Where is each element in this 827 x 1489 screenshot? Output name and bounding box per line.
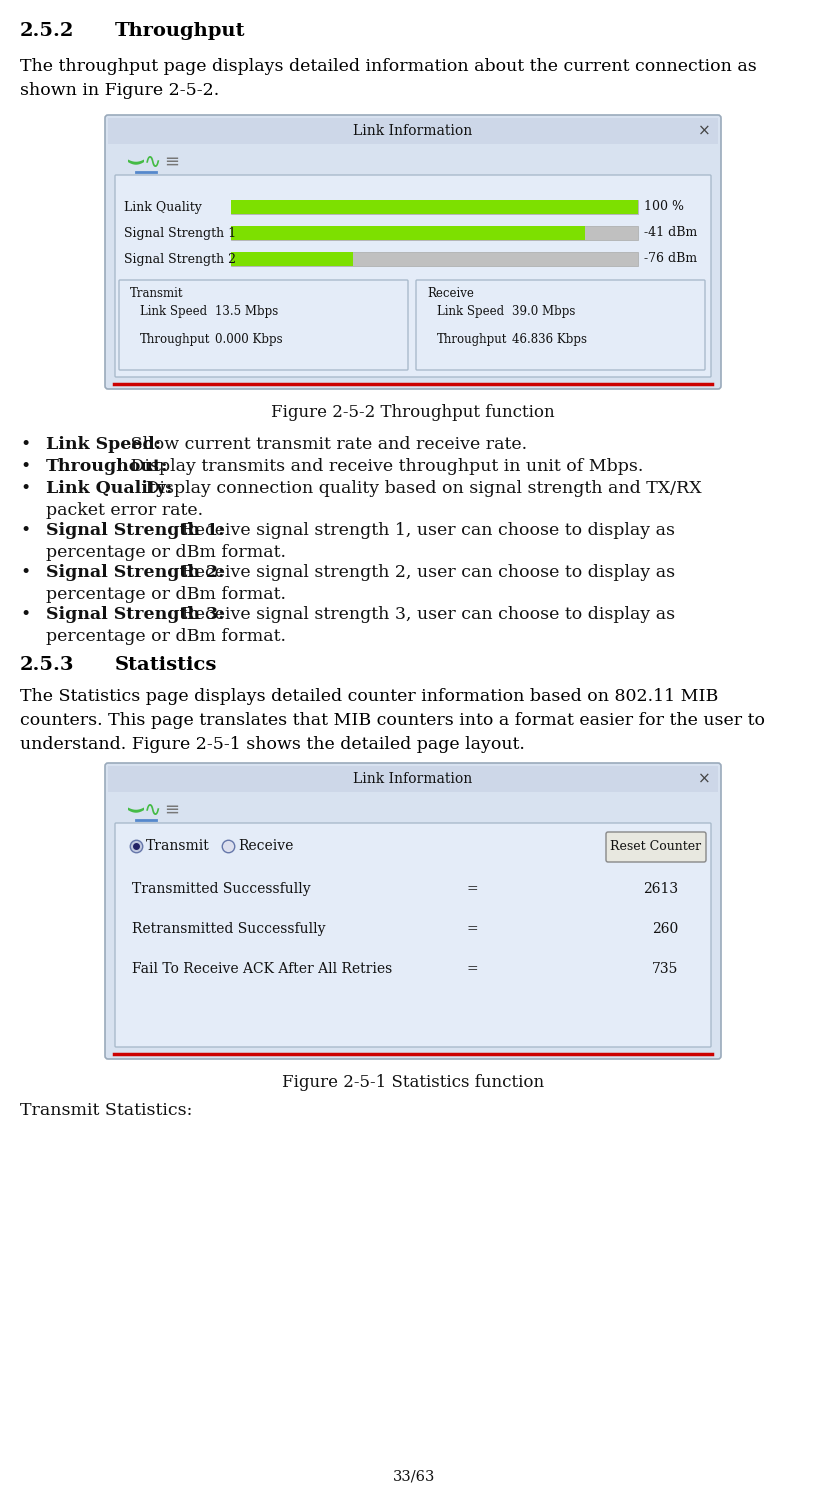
Text: Signal Strength 1:: Signal Strength 1: [46, 523, 224, 539]
Text: 13.5 Mbps: 13.5 Mbps [215, 304, 278, 317]
Bar [231, 252, 638, 267]
Text: packet error rate.: packet error rate. [46, 502, 203, 520]
Text: •: • [21, 459, 31, 475]
Text: Receive signal strength 1, user can choose to display as: Receive signal strength 1, user can choo… [175, 523, 674, 539]
Text: Link Speed: Link Speed [140, 304, 207, 317]
Text: ≡: ≡ [164, 153, 179, 171]
Text: Transmit: Transmit [130, 287, 184, 299]
Text: 2.5.3: 2.5.3 [20, 657, 74, 675]
Text: 0.000 Kbps: 0.000 Kbps [215, 332, 282, 345]
Text: Statistics: Statistics [115, 657, 218, 675]
Text: 100 %: 100 % [643, 201, 683, 213]
Text: Link Information: Link Information [353, 771, 472, 786]
Text: Signal Strength 3:: Signal Strength 3: [46, 606, 224, 622]
Text: •: • [21, 564, 31, 581]
Text: Throughput: Throughput [115, 22, 245, 40]
Text: •: • [21, 606, 31, 622]
Text: 33/63: 33/63 [392, 1470, 435, 1483]
Text: =: = [466, 962, 478, 975]
Text: Receive: Receive [237, 838, 293, 853]
Text: 260: 260 [651, 922, 677, 937]
Text: =: = [466, 922, 478, 937]
Text: ≡: ≡ [164, 801, 179, 819]
Text: ×: × [697, 124, 710, 138]
Text: Throughout:: Throughout: [46, 459, 169, 475]
Text: ×: × [697, 771, 710, 786]
Text: The throughput page displays detailed information about the current connection a: The throughput page displays detailed in… [20, 58, 756, 100]
Text: ): ) [124, 158, 141, 167]
Text: Receive signal strength 3, user can choose to display as: Receive signal strength 3, user can choo… [175, 606, 674, 622]
Bar [231, 226, 638, 240]
Text: Signal Strength 2:: Signal Strength 2: [46, 564, 224, 581]
Text: Fail To Receive ACK After All Retries: Fail To Receive ACK After All Retries [131, 962, 392, 975]
Text: =: = [466, 881, 478, 896]
Text: •: • [21, 523, 31, 539]
Text: Display transmits and receive throughput in unit of Mbps.: Display transmits and receive throughput… [125, 459, 643, 475]
FancyBboxPatch shape [115, 823, 710, 1047]
Bar [231, 200, 638, 214]
Text: Link Quality: Link Quality [124, 201, 202, 213]
Text: Retransmitted Successfully: Retransmitted Successfully [131, 922, 325, 937]
FancyBboxPatch shape [605, 832, 705, 862]
Text: percentage or dBm format.: percentage or dBm format. [46, 628, 285, 645]
Bar [108, 765, 717, 792]
Text: 735: 735 [651, 962, 677, 975]
Text: Signal Strength 2: Signal Strength 2 [124, 253, 236, 265]
Text: Link Speed: Link Speed [437, 304, 504, 317]
FancyBboxPatch shape [105, 762, 720, 1059]
Text: Transmit Statistics:: Transmit Statistics: [20, 1102, 192, 1120]
Text: -41 dBm: -41 dBm [643, 226, 696, 240]
Text: Reset Counter: Reset Counter [609, 840, 700, 853]
Text: ∿: ∿ [144, 800, 161, 820]
Text: Figure 2-5-1 Statistics function: Figure 2-5-1 Statistics function [282, 1074, 543, 1091]
Text: Throughput: Throughput [437, 332, 507, 345]
Text: Show current transmit rate and receive rate.: Show current transmit rate and receive r… [125, 436, 527, 453]
Text: ): ) [124, 806, 141, 814]
FancyBboxPatch shape [105, 115, 720, 389]
Text: Link Quality:: Link Quality: [46, 479, 172, 497]
Text: 2613: 2613 [642, 881, 677, 896]
Text: ∿: ∿ [144, 152, 161, 173]
Bar [108, 118, 717, 144]
Bar [231, 200, 638, 214]
FancyBboxPatch shape [415, 280, 704, 369]
FancyBboxPatch shape [119, 280, 408, 369]
Text: Throughput: Throughput [140, 332, 210, 345]
Text: -76 dBm: -76 dBm [643, 253, 696, 265]
Text: •: • [21, 479, 31, 497]
Text: Receive: Receive [427, 287, 473, 299]
Text: Link Speed:: Link Speed: [46, 436, 161, 453]
FancyBboxPatch shape [115, 176, 710, 377]
Text: Transmit: Transmit [146, 838, 209, 853]
Text: Figure 2-5-2 Throughput function: Figure 2-5-2 Throughput function [271, 404, 554, 421]
Text: Signal Strength 1: Signal Strength 1 [124, 226, 236, 240]
Text: Link Information: Link Information [353, 124, 472, 138]
Text: The Statistics page displays detailed counter information based on 802.11 MIB
co: The Statistics page displays detailed co… [20, 688, 764, 753]
Text: Transmitted Successfully: Transmitted Successfully [131, 881, 310, 896]
Text: 46.836 Kbps: 46.836 Kbps [511, 332, 586, 345]
Text: •: • [21, 436, 31, 453]
Text: Display connection quality based on signal strength and TX/RX: Display connection quality based on sign… [140, 479, 700, 497]
Text: percentage or dBm format.: percentage or dBm format. [46, 543, 285, 561]
Bar [231, 252, 352, 267]
Text: 2.5.2: 2.5.2 [20, 22, 74, 40]
Text: percentage or dBm format.: percentage or dBm format. [46, 587, 285, 603]
Text: 39.0 Mbps: 39.0 Mbps [511, 304, 575, 317]
Bar [231, 226, 585, 240]
Text: Receive signal strength 2, user can choose to display as: Receive signal strength 2, user can choo… [175, 564, 674, 581]
